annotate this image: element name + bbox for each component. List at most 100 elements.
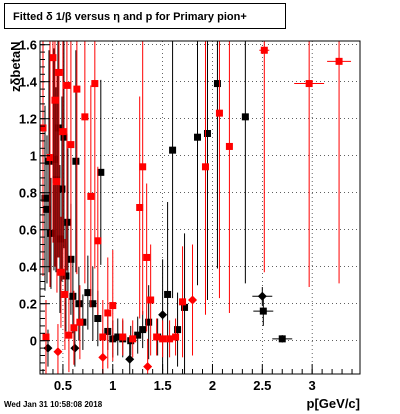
data-point [260, 46, 268, 54]
data-point [335, 57, 343, 65]
data-point [159, 335, 167, 343]
data-point [119, 333, 127, 341]
data-point [114, 333, 122, 341]
data-point [97, 168, 105, 176]
data-point [143, 362, 153, 372]
data-point [46, 154, 54, 162]
data-point [139, 163, 147, 171]
data-point [188, 295, 198, 305]
data-point [49, 54, 57, 62]
data-point [91, 80, 99, 88]
data-point [47, 229, 55, 237]
data-point [70, 324, 78, 332]
data-point [43, 205, 51, 213]
data-point [72, 157, 80, 165]
data-point [213, 80, 221, 88]
data-point [134, 331, 142, 339]
data-point [53, 347, 63, 357]
data-point [257, 291, 267, 301]
data-point [147, 296, 155, 304]
data-point [56, 235, 64, 243]
data-point [70, 343, 80, 353]
points-layer [39, 41, 352, 374]
data-point [87, 192, 95, 200]
series-0 [41, 41, 293, 374]
data-point [143, 253, 151, 261]
data-point [215, 109, 223, 117]
data-point [67, 141, 75, 149]
data-point [73, 85, 81, 93]
data-point [179, 298, 187, 306]
timestamp-footer: Wed Jan 31 10:58:08 2018 [4, 400, 103, 409]
data-point [69, 292, 77, 300]
data-point [125, 354, 135, 364]
data-point [64, 218, 72, 226]
data-point [62, 272, 70, 280]
data-point [109, 302, 117, 310]
data-point [136, 204, 144, 211]
data-point [76, 318, 84, 326]
data-point [169, 146, 177, 154]
data-point [58, 185, 66, 193]
data-point [60, 133, 68, 141]
data-point [225, 142, 233, 150]
y-tick-label: 1.6 [19, 38, 37, 53]
x-axis-label: p[GeV/c] [306, 396, 360, 411]
data-point [174, 326, 182, 334]
data-point [201, 163, 209, 171]
data-point [153, 333, 161, 341]
data-point [39, 124, 47, 132]
data-point [241, 113, 249, 121]
data-point [63, 81, 71, 89]
axes-layer: 0.5 1 1.5 2 2.5 3 0 0.2 0.4 0.6 0.8 1 1.2 1.4 1.6zδbet… [8, 38, 353, 393]
grid-layer [40, 41, 360, 374]
data-point [75, 300, 83, 308]
y-tick-label: 0.8 [19, 186, 37, 201]
data-point [42, 333, 50, 341]
data-point [194, 133, 202, 141]
data-point [59, 128, 67, 136]
data-point [139, 326, 147, 334]
y-tick-label: 0.4 [19, 260, 38, 275]
data-point [145, 318, 153, 326]
series-1 [39, 41, 352, 374]
data-point [45, 157, 53, 165]
data-point [172, 333, 180, 341]
x-tick-label: 3 [309, 378, 316, 393]
y-tick-label: 1.4 [19, 75, 38, 90]
data-point [41, 194, 49, 202]
data-point [203, 130, 211, 137]
y-axis-label: zδbetaN [8, 41, 23, 92]
x-tick-label: 1.5 [154, 378, 172, 393]
chart-title: Fitted δ 1/β versus η and p for Primary … [4, 3, 286, 29]
data-point [158, 310, 168, 320]
x-tick-label: 0.5 [54, 378, 72, 393]
y-tick-label: 0.2 [19, 297, 37, 312]
data-point [94, 237, 102, 245]
y-tick-label: 0.6 [19, 223, 37, 238]
x-tick-label: 2.5 [253, 378, 271, 393]
data-point [181, 303, 189, 311]
data-point [65, 331, 73, 339]
data-point [129, 335, 137, 343]
data-point [104, 309, 112, 317]
data-point [54, 124, 62, 132]
data-point [50, 155, 58, 163]
data-point [81, 113, 89, 121]
data-point [305, 80, 313, 88]
data-point [164, 290, 172, 298]
x-tick-label: 2 [209, 378, 216, 393]
y-tick-label: 1.2 [19, 112, 37, 127]
data-point [53, 178, 61, 186]
data-point [51, 96, 59, 104]
data-point [84, 289, 92, 297]
data-point [166, 335, 174, 343]
y-tick-label: 0 [30, 334, 37, 349]
data-point [98, 352, 108, 362]
data-point [278, 335, 286, 343]
data-point [55, 68, 63, 76]
data-point [57, 268, 65, 276]
data-point [61, 290, 69, 298]
data-point [89, 300, 97, 308]
